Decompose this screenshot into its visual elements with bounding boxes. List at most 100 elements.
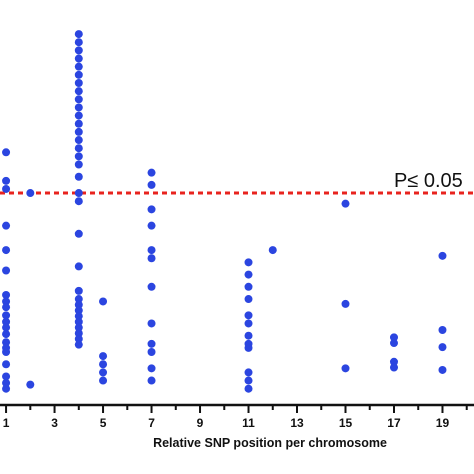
x-tick-label: 3 [51,416,58,430]
data-point [99,376,108,385]
data-point [74,306,83,315]
data-point [74,78,83,87]
data-point [74,95,83,104]
data-point [438,326,447,334]
data-point [147,282,156,291]
data-point [74,144,83,153]
data-point [389,333,398,342]
x-tick-label: 9 [197,416,204,430]
x-tick-label: 7 [148,416,155,430]
data-point [244,282,253,291]
data-point [74,300,83,309]
data-point [2,317,11,326]
data-point [268,246,277,255]
data-point [74,312,83,321]
data-point [147,364,156,373]
data-point [147,376,156,385]
data-points [2,30,447,393]
data-point [74,46,83,55]
data-point [2,266,11,275]
data-point [147,246,156,255]
data-point [2,378,11,387]
data-point [147,205,156,214]
data-point [244,319,253,328]
data-point [2,303,11,312]
threshold-label: P≤ 0.05 [394,170,463,192]
data-point [2,290,11,299]
data-point [74,286,83,295]
data-point [26,189,35,198]
data-point [2,176,11,185]
data-point [74,38,83,47]
data-point [74,30,83,39]
data-point [341,364,350,373]
data-point [74,189,83,198]
data-point [2,372,11,381]
data-point [147,254,156,263]
data-point [99,352,108,361]
data-point [244,343,253,352]
data-point [389,357,398,366]
x-tick-label: 17 [387,416,401,430]
data-point [74,152,83,161]
data-point [74,119,83,128]
data-point [99,368,108,377]
data-point [74,334,83,343]
threshold-line-group: P≤ 0.05 [0,170,474,195]
data-point [74,172,83,181]
data-point [2,323,11,332]
data-point [147,168,156,177]
data-point [74,62,83,71]
data-point [74,197,83,206]
data-point [244,368,253,377]
data-point [244,331,253,340]
data-point [438,365,447,374]
data-point [2,246,11,255]
data-point [147,348,156,357]
data-point [2,360,11,369]
data-point [438,251,447,260]
data-point [244,258,253,267]
data-point [74,87,83,96]
data-point [74,136,83,145]
data-point [389,363,398,372]
data-point [244,311,253,320]
data-point [244,384,253,393]
data-point [74,229,83,238]
x-tick-label: 15 [339,416,353,430]
data-point [74,317,83,326]
data-point [74,127,83,136]
data-point [74,103,83,112]
data-point [244,376,253,385]
x-tick-label: 5 [100,416,107,430]
x-axis: 1 3 5 7 9 11 13 15 17 19 [0,403,474,430]
data-point [147,319,156,328]
data-point [2,338,11,347]
data-point [147,221,156,230]
data-point [2,148,11,157]
x-tick-label: 13 [290,416,304,430]
data-point [2,221,11,230]
data-point [341,299,350,308]
data-point [2,184,11,193]
data-point [74,70,83,79]
x-axis-title: Relative SNP position per chromosome [153,436,387,450]
data-point [74,340,83,349]
data-point [2,348,11,357]
data-point [147,339,156,348]
data-point [2,311,11,320]
data-point [147,180,156,189]
x-tick-label: 11 [242,416,255,430]
data-point [2,297,11,306]
data-point [438,343,447,352]
data-point [26,380,35,389]
data-point [74,54,83,63]
data-point [74,295,83,304]
data-point [74,262,83,271]
data-point [74,323,83,332]
data-point [74,111,83,120]
data-point [389,339,398,348]
x-tick-label: 19 [436,416,450,430]
data-point [2,330,11,339]
